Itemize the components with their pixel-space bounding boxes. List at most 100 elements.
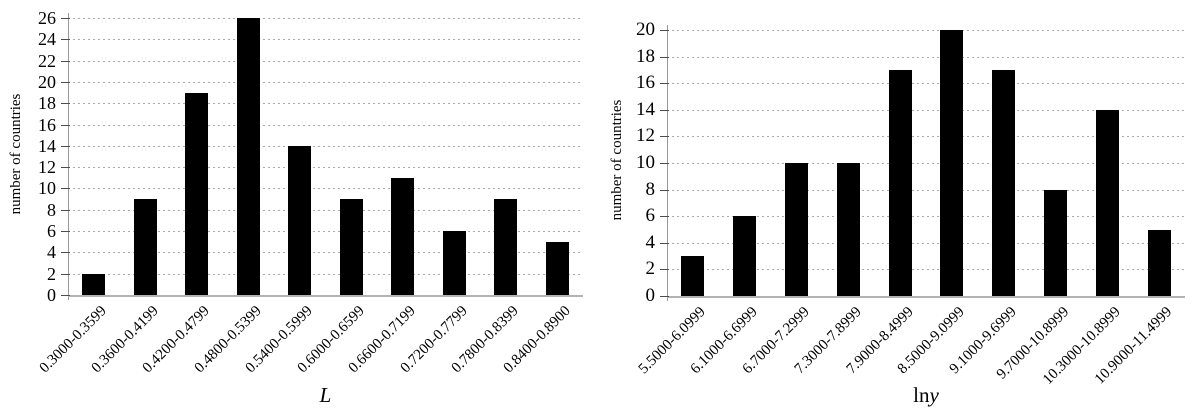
y-tick-label-14: 14: [38, 135, 56, 156]
y-tick-mark-4: [660, 242, 669, 244]
y-tick-mark-0: [61, 295, 70, 296]
y-tick-label-10: 10: [38, 178, 56, 199]
y-tick-label-0: 0: [47, 285, 56, 305]
bar-5.5000-6.0999: [681, 256, 705, 296]
y-tick-mark-14: [660, 109, 669, 111]
x-axis-title: L: [68, 383, 583, 408]
y-tick-label-8: 8: [47, 199, 56, 220]
gridline-8: [68, 209, 583, 211]
bar-0.3600-0.4199: [133, 199, 157, 295]
bar-9.1000-9.6999: [992, 69, 1016, 296]
y-tick-mark-4: [61, 252, 70, 254]
x-axis-title-prefix: ln: [913, 383, 930, 407]
y-tick-mark-16: [61, 124, 70, 126]
y-tick-label-0: 0: [645, 285, 656, 306]
y-tick-label-8: 8: [645, 178, 656, 200]
y-tick-mark-0: [660, 296, 669, 297]
y-tick-label-16: 16: [38, 114, 56, 135]
y-tick-mark-6: [61, 231, 70, 233]
bar-9.7000-10.8999: [1044, 189, 1067, 296]
y-tick-label-2: 2: [47, 263, 56, 284]
bar-6.7000-7.2999: [785, 163, 808, 296]
y-tick-mark-2: [660, 269, 669, 271]
y-tick-label-16: 16: [636, 72, 655, 94]
gridline-18: [68, 103, 583, 105]
gridline-10: [667, 163, 1185, 164]
y-tick-label-20: 20: [38, 71, 56, 92]
gridline-6: [667, 216, 1185, 218]
y-tick-label-12: 12: [636, 125, 655, 147]
y-tick-mark-10: [660, 163, 669, 164]
histogram-lny: number of countries lny 0 2 4 6 8 10 12 14 16 18 2…: [608, 0, 1200, 420]
y-tick-mark-14: [61, 145, 70, 147]
gridline-14: [68, 145, 583, 147]
y-tick-label-6: 6: [645, 205, 656, 227]
gridline-2: [667, 269, 1185, 271]
x-axis-title-variable: y: [929, 383, 939, 407]
gridline-16: [68, 124, 583, 126]
gridline-14: [667, 109, 1185, 111]
x-axis-title-variable: L: [319, 383, 332, 407]
gridline-18: [667, 56, 1185, 58]
x-axis-title: lny: [667, 383, 1185, 408]
bar-0.4800-0.5399: [236, 18, 260, 295]
gridline-20: [68, 81, 583, 83]
bar-0.3000-0.3599: [82, 273, 106, 295]
y-axis-line: [68, 13, 69, 300]
y-tick-mark-2: [61, 273, 70, 275]
y-tick-mark-12: [61, 167, 70, 169]
gridline-4: [68, 252, 583, 254]
bar-0.6000-0.6599: [339, 199, 363, 295]
bar-7.9000-8.4999: [888, 69, 912, 296]
bar-8.5000-9.0999: [940, 30, 964, 296]
y-tick-mark-12: [660, 136, 669, 138]
y-tick-label-2: 2: [645, 258, 656, 280]
y-tick-mark-8: [61, 209, 70, 211]
gridline-12: [667, 136, 1185, 138]
y-tick-mark-26: [61, 18, 70, 19]
y-tick-mark-20: [660, 30, 669, 31]
y-tick-mark-10: [61, 188, 70, 190]
y-tick-mark-18: [660, 56, 669, 58]
gridline-8: [667, 189, 1185, 191]
bar-0.8400-0.8900: [545, 241, 569, 295]
y-tick-mark-16: [660, 83, 669, 85]
y-tick-label-4: 4: [47, 242, 56, 263]
gridline-22: [68, 60, 583, 62]
y-tick-label-18: 18: [38, 93, 56, 114]
gridline-16: [667, 83, 1185, 85]
gridline-6: [68, 231, 583, 233]
y-tick-label-20: 20: [636, 19, 655, 40]
bar-0.6600-0.7199: [391, 177, 415, 295]
x-axis-line: [68, 295, 583, 297]
y-tick-label-14: 14: [636, 98, 655, 120]
gridline-26: [68, 18, 583, 19]
gridline-20: [667, 30, 1185, 31]
gridline-24: [68, 39, 583, 41]
bar-10.3000-10.8999: [1095, 109, 1119, 296]
bar-0.5400-0.5999: [288, 145, 312, 295]
bar-0.7800-0.8399: [494, 199, 518, 295]
bar-0.4200-0.4799: [185, 92, 209, 295]
gridline-12: [68, 167, 583, 169]
y-tick-mark-8: [660, 189, 669, 191]
y-tick-label-10: 10: [636, 152, 655, 173]
bar-7.3000-7.8999: [836, 163, 860, 296]
y-tick-label-26: 26: [38, 8, 56, 28]
y-tick-mark-6: [660, 216, 669, 218]
y-tick-label-22: 22: [38, 50, 56, 71]
y-tick-label-12: 12: [38, 157, 56, 178]
bar-6.1000-6.6999: [733, 216, 757, 296]
y-tick-mark-20: [61, 81, 70, 83]
y-tick-mark-22: [61, 60, 70, 62]
gridline-4: [667, 242, 1185, 244]
y-tick-label-18: 18: [636, 45, 655, 67]
y-tick-mark-24: [61, 39, 70, 41]
gridline-2: [68, 273, 583, 275]
y-tick-label-4: 4: [645, 231, 656, 253]
bar-10.9000-11.4999: [1147, 229, 1171, 296]
y-tick-label-6: 6: [47, 221, 56, 242]
x-axis-line: [667, 296, 1185, 298]
histogram-L: number of countries L 0 2 4 6 8 10 12 14 16 18 20 2…: [8, 8, 583, 408]
